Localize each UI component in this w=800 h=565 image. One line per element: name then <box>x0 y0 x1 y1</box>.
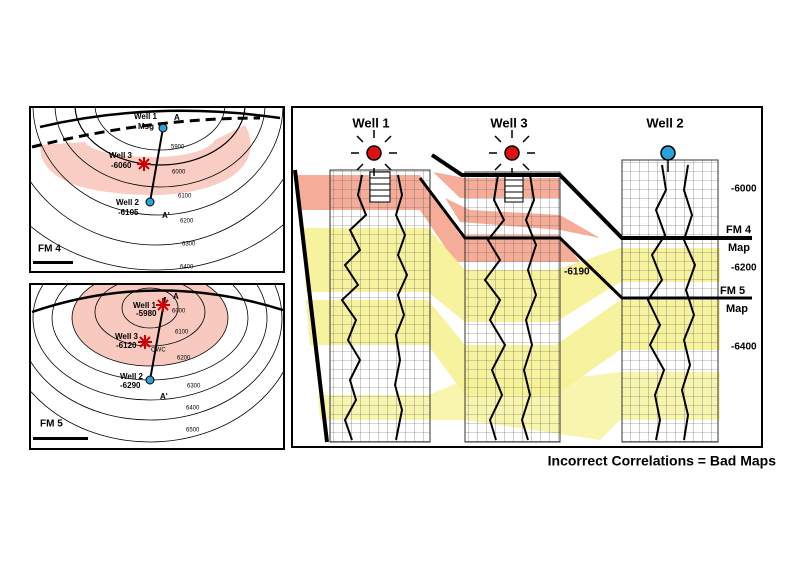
map-fm5-path <box>138 335 152 349</box>
cross-section-path <box>505 179 523 199</box>
contour-label: 6100 <box>178 194 192 200</box>
cross-section-circle <box>660 145 676 161</box>
cross-section-rect <box>369 171 391 203</box>
horizon-label: FM 5 <box>720 285 745 297</box>
cross-section-polyline <box>418 177 752 300</box>
cross-section-polyline <box>483 174 507 441</box>
depth-label: -6290 <box>120 381 141 390</box>
map-fm5 <box>29 283 285 450</box>
cross-section-polyline <box>680 164 697 441</box>
contour-label: 6400 <box>180 265 194 271</box>
contours-ellipse <box>32 108 283 216</box>
label: Well 3 <box>490 115 527 130</box>
horizon-label: Map <box>726 303 748 315</box>
contours <box>31 285 283 443</box>
label: FM 4 <box>38 244 61 255</box>
cross-section-rect <box>464 171 561 443</box>
caption: Incorrect Correlations = Bad Maps <box>548 453 777 469</box>
contour-label: 6000 <box>172 309 186 315</box>
cross-section-line <box>293 169 329 443</box>
contours-path <box>31 116 261 149</box>
well-label: Well 1 <box>134 112 158 121</box>
contour-label: 6300 <box>187 384 201 390</box>
contours-ellipse <box>121 287 179 329</box>
contour-label: 6300 <box>182 242 196 248</box>
contour-label: 6000 <box>172 170 186 176</box>
contour-label: 6200 <box>177 356 191 362</box>
contours-path <box>40 125 251 195</box>
cross-section-polyline <box>393 174 409 441</box>
cross-section-polyline <box>646 164 668 441</box>
depth-label: -5980 <box>136 309 157 318</box>
depth-label: -6000 <box>731 184 757 195</box>
contours-ellipse <box>72 285 228 366</box>
contours-ellipse <box>31 371 283 443</box>
contours-ellipse <box>54 108 266 188</box>
contours-ellipse <box>71 285 229 367</box>
cross-section-g-path <box>351 130 397 176</box>
cross-section-polyline <box>520 174 538 441</box>
depth-label: -6400 <box>731 342 757 353</box>
contours-path <box>39 109 281 129</box>
map-fm5-rect <box>33 437 88 440</box>
cross-section-polyline <box>340 174 368 441</box>
map-fm5-labels: Well 1 -5980 A 6000 Well 3 -6120 OWC 610… <box>40 292 201 433</box>
cross-section-g-path <box>489 130 535 176</box>
cross-section-circle <box>504 145 520 161</box>
cross-section-path <box>370 177 390 197</box>
section-end-label: A' <box>162 211 170 220</box>
contours-ellipse <box>32 285 268 401</box>
label: -6190 <box>564 267 590 278</box>
contour-label: 5900 <box>171 145 185 151</box>
depth-label: -6105 <box>118 208 139 217</box>
map-fm4-circle <box>145 197 155 207</box>
label: Well 2 <box>646 115 683 130</box>
contour-label: 6400 <box>186 406 200 412</box>
cross-section-g <box>351 130 669 176</box>
contours-path <box>31 289 283 314</box>
depth-label: -6200 <box>731 263 757 274</box>
cross-section-labels: Well 1 Well 3 Well 2 -6000 -6200 -6400 -… <box>352 115 757 352</box>
map-fm4-labels: Well 1 Msg A Well 3 -6060 Well 2 -6105 A… <box>38 112 196 270</box>
label: Well 1 <box>352 115 389 130</box>
map-fm5-path <box>156 298 170 312</box>
map-fm5-circle <box>145 375 155 385</box>
section-end-label: A' <box>160 392 168 401</box>
contours-ellipse <box>31 285 283 421</box>
horizon-label: Map <box>728 242 750 254</box>
depth-label: Msg <box>138 122 154 131</box>
cross-section-rect <box>621 159 719 443</box>
well-label: Well 2 <box>116 198 140 207</box>
contours-ellipse <box>31 224 283 271</box>
map-fm4-circle <box>158 123 168 133</box>
horizon-label: FM 4 <box>726 224 752 236</box>
well-label: Well 1 <box>133 301 157 310</box>
label: OWC <box>151 348 166 354</box>
contours-ellipse <box>31 178 283 246</box>
label: FM 5 <box>40 419 63 430</box>
cross-section-polyline <box>430 153 752 240</box>
well-label: Well 2 <box>120 372 144 381</box>
section-end-label: A <box>173 292 179 301</box>
depth-label: -6120 <box>116 341 137 350</box>
map-fm4-path <box>137 157 151 171</box>
cross-section <box>291 106 763 448</box>
well-label: Well 3 <box>109 151 133 160</box>
depth-label: -6060 <box>111 161 132 170</box>
contour-label: 6200 <box>180 219 194 225</box>
map-fm4-line <box>149 127 164 203</box>
section-end-label: A <box>174 113 180 122</box>
map-fm4 <box>29 106 285 273</box>
contours-ellipse <box>74 108 246 166</box>
well-label: Well 3 <box>115 332 139 341</box>
map-fm4-rect <box>33 261 73 264</box>
contour-label: 6500 <box>186 428 200 434</box>
contour-label: 6100 <box>175 330 189 336</box>
cross-section-circle <box>366 145 382 161</box>
